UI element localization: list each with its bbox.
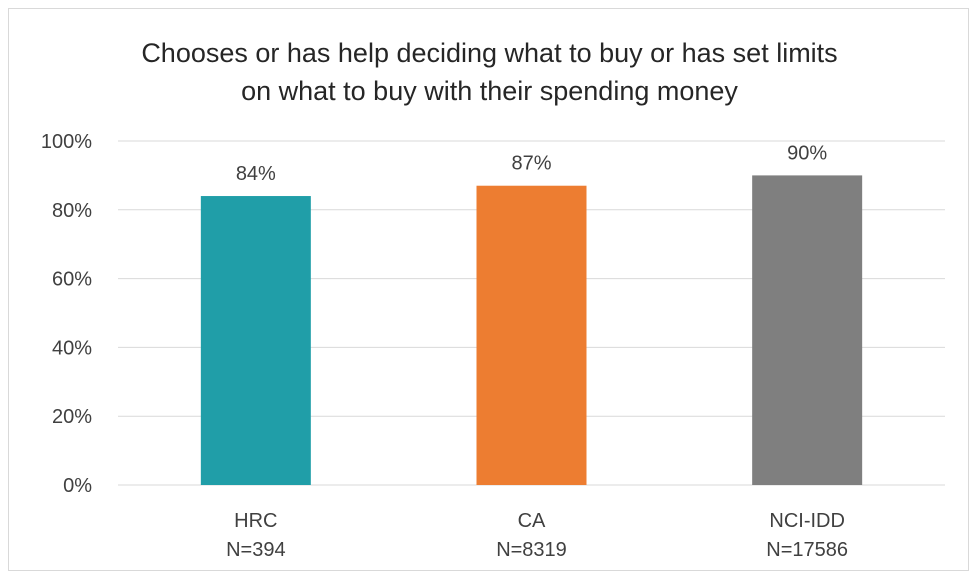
data-label: 87% — [511, 153, 551, 175]
x-tick-sublabel: N=394 — [226, 539, 286, 561]
y-tick-label: 20% — [52, 406, 92, 428]
x-tick-label: HRC — [234, 510, 277, 532]
y-tick-label: 40% — [52, 337, 92, 359]
x-tick-label: CA — [518, 510, 546, 532]
y-tick-label: 60% — [52, 269, 92, 291]
data-label: 90% — [787, 142, 827, 164]
x-tick-sublabel: N=17586 — [766, 539, 848, 561]
chart-title-line-1: Chooses or has help deciding what to buy… — [141, 38, 838, 68]
bar — [200, 196, 311, 486]
bar — [476, 185, 587, 485]
x-tick-sublabel: N=8319 — [496, 539, 567, 561]
data-label: 84% — [236, 163, 276, 185]
chart-title: Chooses or has help deciding what to buy… — [0, 34, 979, 110]
y-tick-label: 100% — [41, 131, 92, 153]
x-tick-label: NCI-IDD — [769, 510, 845, 532]
y-tick-label: 80% — [52, 200, 92, 222]
y-tick-label: 0% — [63, 475, 92, 497]
bar — [752, 175, 863, 485]
chart-title-line-2: on what to buy with their spending money — [241, 76, 738, 106]
